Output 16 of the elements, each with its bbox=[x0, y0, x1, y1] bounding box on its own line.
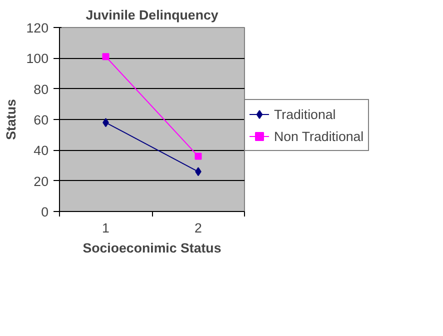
chart-title: Juvinile Delinquency bbox=[86, 8, 219, 22]
x-axis-title: Socioeconimic Status bbox=[82, 240, 222, 256]
y-tick-label: 40 bbox=[34, 143, 49, 158]
y-tick-label: 20 bbox=[34, 174, 49, 189]
y-tick-label: 120 bbox=[26, 20, 49, 36]
y-tick-label: 80 bbox=[34, 82, 49, 97]
x-tick-label: 2 bbox=[194, 220, 202, 236]
y-tick-label: 60 bbox=[34, 112, 49, 128]
y-tick-label: 100 bbox=[26, 51, 49, 66]
x-tick-label: 1 bbox=[102, 220, 110, 236]
legend-label: Non Traditional bbox=[274, 128, 364, 144]
point bbox=[194, 152, 202, 160]
point bbox=[102, 53, 110, 60]
y-axis-title: Status bbox=[3, 99, 18, 140]
y-tick-label: 0 bbox=[41, 204, 49, 220]
legend-label: Traditional bbox=[274, 106, 336, 122]
